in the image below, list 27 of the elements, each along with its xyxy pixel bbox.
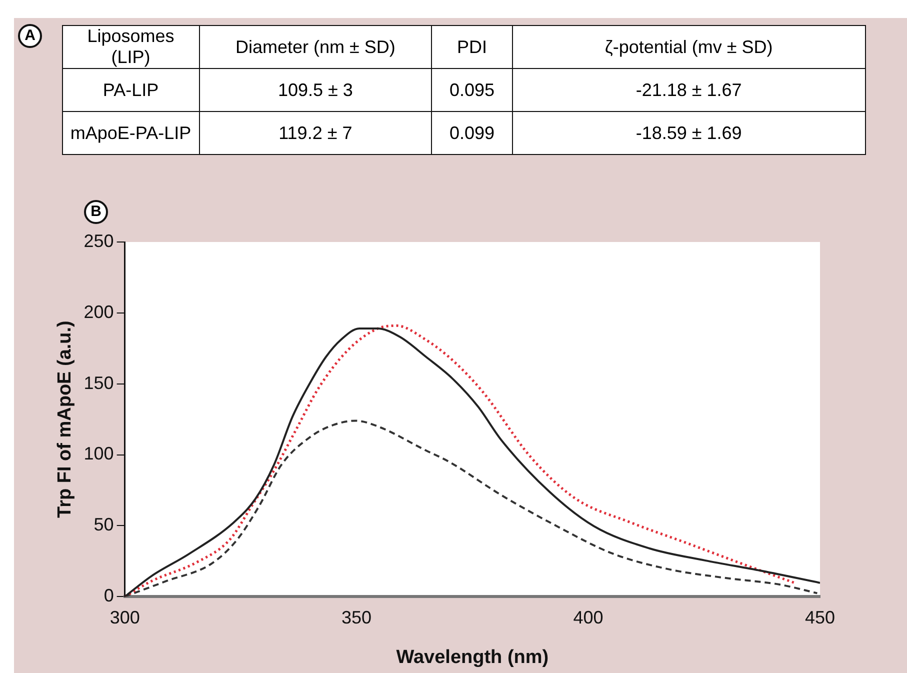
x-tick-label: 450: [804, 607, 836, 628]
text: -18.59 ± 1.69: [512, 112, 866, 154]
text: 109.5 ± 3: [199, 68, 432, 112]
text: PDI: [432, 26, 512, 68]
text: Diameter (nm ± SD): [199, 26, 432, 68]
text: PA-LIP: [62, 68, 199, 112]
y-tick-label: 50: [94, 514, 114, 535]
text: Liposomes (LIP): [62, 26, 199, 68]
text: A: [18, 24, 42, 48]
text: -21.18 ± 1.67: [512, 68, 866, 112]
chart-title: B: [84, 200, 108, 224]
y-axis-title: Trp FI of mApoE (a.u.): [54, 320, 76, 518]
y-tick-label: 150: [84, 372, 114, 393]
text: 0.099: [432, 112, 512, 154]
x-axis-title: Wavelength (nm): [396, 646, 549, 668]
text: ζ-potential (mv ± SD): [512, 26, 866, 68]
y-tick-label: 100: [84, 444, 114, 464]
x-tick-label: 300: [110, 607, 140, 628]
y-tick-label: 0: [104, 586, 114, 606]
x-tick-label: 350: [342, 607, 372, 628]
line-series: [124, 420, 818, 597]
text: 0.095: [432, 68, 512, 112]
y-tick-label: 250: [84, 230, 114, 251]
y-tick-label: 200: [84, 302, 114, 322]
text: mApoE-PA-LIP: [62, 112, 199, 154]
x-tick-label: 400: [573, 607, 604, 628]
text: 119.2 ± 7: [199, 112, 432, 154]
